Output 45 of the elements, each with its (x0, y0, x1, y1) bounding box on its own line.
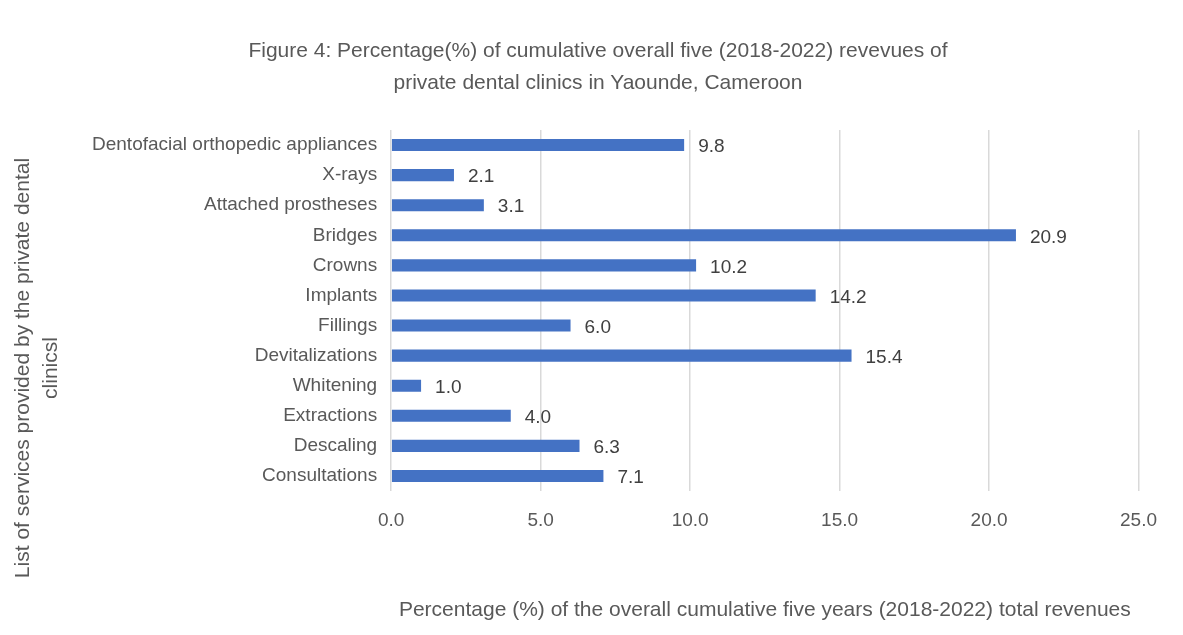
y-tick-label: Implants (305, 283, 378, 305)
bar (391, 229, 1016, 242)
y-tick-label: Fillings (318, 313, 378, 335)
x-tick-label: 10.0 (671, 508, 709, 530)
data-label: 1.0 (435, 375, 462, 397)
y-tick-label: Whitening (292, 373, 378, 395)
x-tick-label: 25.0 (1120, 508, 1157, 530)
data-label: 20.9 (1029, 225, 1067, 247)
data-label: 7.1 (617, 466, 644, 488)
data-label: 6.3 (593, 436, 620, 458)
bar (391, 319, 571, 332)
data-label: 2.1 (467, 165, 495, 187)
x-tick-label: 0.0 (377, 508, 405, 530)
y-tick-label: Consultations (262, 464, 378, 486)
bar (391, 139, 685, 152)
data-label: 9.8 (698, 135, 725, 157)
x-axis-title: Percentage (%) of the overall cumulative five years (2018-2022) total revenues (398, 597, 1131, 621)
y-tick-label: Crowns (312, 253, 378, 275)
data-label: 15.4 (865, 345, 903, 367)
bar (391, 439, 580, 452)
data-label: 6.0 (584, 315, 611, 337)
y-axis-title: List of services provided by the private dental clinicsl (9, 156, 62, 581)
bar (391, 379, 422, 392)
data-label: 3.1 (497, 195, 525, 217)
y-tick-label: X-rays (322, 163, 378, 185)
chart-title: Figure 4: Percentage(%) of cumulative overall five (2018-2022) revevues of private dental clinics in Yaounde, Cameroon (247, 37, 949, 95)
bar (391, 409, 511, 422)
bar (391, 289, 816, 302)
y-tick-label: Dentofacial orthopedic appliances (92, 133, 378, 155)
y-tick-label: Bridges (312, 223, 378, 245)
bar (391, 469, 604, 482)
bar (391, 259, 697, 272)
data-label: 10.2 (710, 255, 748, 277)
bar (391, 169, 454, 182)
bar (391, 199, 484, 212)
x-tick-label: 5.0 (527, 508, 554, 530)
y-tick-label: Devitalizations (254, 343, 378, 365)
x-tick-label: 15.0 (821, 508, 859, 530)
y-tick-label: Extractions (283, 404, 378, 426)
x-tick-label: 20.0 (970, 508, 1008, 530)
bar (391, 349, 852, 362)
data-label: 4.0 (524, 406, 552, 428)
data-label: 14.2 (829, 285, 867, 307)
y-tick-label: Descaling (293, 434, 378, 456)
y-tick-label: Attached prostheses (203, 193, 378, 215)
